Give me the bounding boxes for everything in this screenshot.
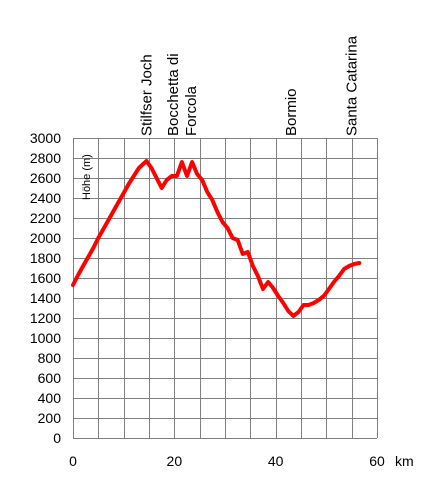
y-tick-label: 1200 (30, 310, 61, 326)
x-tick-labels: 0 20 40 60 (69, 453, 385, 469)
place-label: Santa Catarina (344, 35, 361, 136)
y-tick-label: 3000 (30, 130, 61, 146)
y-tick-label: 2200 (30, 210, 61, 226)
x-axis-unit: km (395, 453, 414, 469)
x-tick-label: 20 (167, 453, 183, 469)
place-label: Bormio (283, 88, 300, 136)
y-tick-label: 1400 (30, 290, 61, 306)
x-tick-label: 60 (369, 453, 385, 469)
place-labels: Stilfser Joch Bocchetta di Forcola Bormio Sa… (138, 35, 360, 136)
y-tick-label: 600 (38, 370, 62, 386)
y-axis-label: Höhe (m) (81, 154, 93, 200)
y-tick-label: 800 (38, 350, 62, 366)
y-tick-label: 2000 (30, 230, 61, 246)
place-label: Forcola (183, 85, 200, 136)
y-tick-label: 1600 (30, 270, 61, 286)
y-tick-label: 1800 (30, 250, 61, 266)
y-tick-label: 0 (53, 430, 61, 446)
y-tick-labels: 0 200 400 600 800 1000 1200 1400 1600 1800 2000 220… (30, 130, 61, 446)
y-gridlines (73, 138, 377, 439)
elevation-line (71, 159, 362, 318)
y-tick-label: 2600 (30, 170, 61, 186)
y-tick-label: 2800 (30, 150, 61, 166)
place-label: Stilfser Joch (138, 54, 155, 136)
x-tick-label: 0 (69, 453, 77, 469)
y-tick-label: 2400 (30, 190, 61, 206)
y-tick-label: 1000 (30, 330, 61, 346)
x-tick-label: 40 (268, 453, 284, 469)
place-label: Bocchetta di (165, 53, 182, 136)
y-tick-label: 400 (38, 390, 62, 406)
y-tick-label: 200 (38, 410, 62, 426)
